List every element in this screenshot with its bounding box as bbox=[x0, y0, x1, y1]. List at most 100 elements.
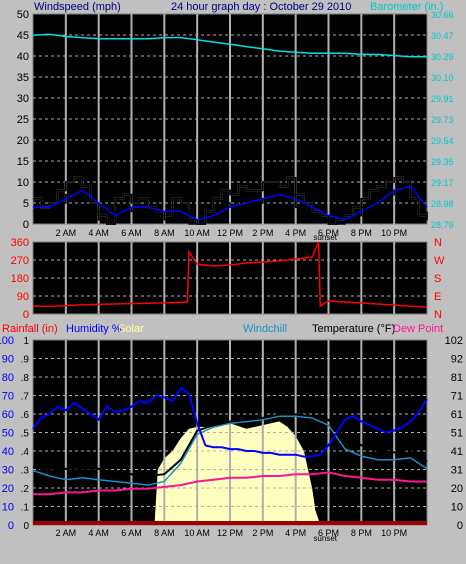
humidity-tick-label: 10 bbox=[2, 502, 14, 514]
time-tick-label-bottom: 12 PM bbox=[217, 528, 243, 538]
temperature-axis-title: Temperature (°F) bbox=[312, 323, 395, 335]
barometer-line bbox=[32, 33, 427, 58]
humidity-tick-label: 60 bbox=[2, 409, 14, 421]
time-tick-label: 8 PM bbox=[351, 228, 372, 238]
time-tick-label-bottom: 2 AM bbox=[56, 528, 77, 538]
humidity-tick-label: 0 bbox=[8, 520, 14, 532]
compass-tick-label: W bbox=[434, 255, 445, 267]
windspeed-tick-label: 5 bbox=[23, 198, 29, 210]
direction-tick-label: 180 bbox=[11, 273, 29, 285]
rainfall-tick-label: .2 bbox=[21, 484, 30, 495]
chart-title: 24 hour graph day : October 29 2010 bbox=[171, 1, 351, 13]
chart-layer: 0510152025303540455028.7928.9829.1729.35… bbox=[0, 9, 463, 543]
compass-tick-label: S bbox=[434, 273, 441, 285]
temperature-tick-label: 20 bbox=[451, 483, 463, 495]
wind-direction-line bbox=[32, 241, 428, 308]
time-tick-label: 12 PM bbox=[217, 228, 243, 238]
humidity-tick-label: 50 bbox=[2, 428, 14, 440]
barometer-tick-label: 29.54 bbox=[431, 136, 454, 146]
windspeed-tick-label: 20 bbox=[17, 135, 29, 147]
sunset-label: sunset bbox=[313, 233, 337, 242]
time-tick-label-bottom: 8 PM bbox=[351, 528, 372, 538]
humidity-tick-label: 30 bbox=[2, 465, 14, 477]
barometer-axis-title: Barometer (in.) bbox=[370, 1, 443, 13]
humidity-tick-label: 40 bbox=[2, 446, 14, 458]
time-tick-label: 4 AM bbox=[88, 228, 109, 238]
time-tick-label: 10 AM bbox=[184, 228, 210, 238]
temperature-tick-label: 81 bbox=[451, 372, 463, 384]
windspeed-tick-label: 0 bbox=[23, 219, 29, 231]
compass-tick-label: N bbox=[434, 237, 442, 249]
temperature-tick-label: 71 bbox=[451, 391, 463, 403]
sunset-label-bottom: sunset bbox=[313, 534, 337, 543]
time-tick-label-bottom: 8 AM bbox=[154, 528, 175, 538]
windspeed-tick-label: 50 bbox=[17, 9, 29, 21]
time-tick-label-bottom: 4 PM bbox=[285, 528, 306, 538]
temperature-tick-label: 92 bbox=[451, 354, 463, 366]
windspeed-tick-label: 10 bbox=[17, 177, 29, 189]
barometer-tick-label: 30.29 bbox=[431, 52, 454, 62]
humidity-tick-label: 100 bbox=[0, 335, 14, 347]
time-tick-label: 10 PM bbox=[381, 228, 407, 238]
temperature-tick-label: 102 bbox=[445, 335, 463, 347]
windspeed-axis-title: Windspeed (mph) bbox=[34, 1, 121, 13]
temperature-tick-label: 31 bbox=[451, 465, 463, 477]
barometer-tick-label: 29.35 bbox=[431, 157, 454, 167]
rainfall-axis-title: Rainfall (in) bbox=[2, 323, 58, 335]
barometer-tick-label: 30.47 bbox=[431, 31, 454, 41]
rainfall-tick-label: .9 bbox=[21, 355, 30, 366]
rainfall-tick-label: .1 bbox=[21, 503, 30, 514]
rainfall-tick-label: .8 bbox=[21, 373, 30, 384]
temperature-tick-label: 41 bbox=[451, 446, 463, 458]
solar-legend: Solar bbox=[118, 323, 144, 335]
windspeed-tick-label: 30 bbox=[17, 93, 29, 105]
temperature-tick-label: 51 bbox=[451, 428, 463, 440]
direction-tick-label: 360 bbox=[11, 237, 29, 249]
humidity-line bbox=[32, 386, 428, 458]
humidity-tick-label: 70 bbox=[2, 391, 14, 403]
temperature-tick-label: 0 bbox=[457, 520, 463, 532]
time-tick-label: 8 AM bbox=[154, 228, 175, 238]
rainfall-tick-label: 0 bbox=[23, 521, 29, 532]
temperature-tick-label: 61 bbox=[451, 409, 463, 421]
rainfall-tick-label: .7 bbox=[21, 392, 30, 403]
barometer-tick-label: 30.66 bbox=[431, 10, 454, 20]
direction-tick-label: 0 bbox=[23, 309, 29, 321]
windchill-legend: Windchill bbox=[243, 323, 287, 335]
windspeed-tick-label: 25 bbox=[17, 114, 29, 126]
rainfall-tick-label: .5 bbox=[21, 429, 30, 440]
time-tick-label-bottom: 10 AM bbox=[184, 528, 210, 538]
barometer-tick-label: 28.79 bbox=[431, 220, 454, 230]
temperature-tick-label: 10 bbox=[451, 502, 463, 514]
rainfall-tick-label: .6 bbox=[21, 410, 30, 421]
time-tick-label-bottom: 4 AM bbox=[88, 528, 109, 538]
time-tick-label: 6 PM bbox=[318, 228, 339, 238]
windspeed-tick-label: 15 bbox=[17, 156, 29, 168]
time-tick-label-bottom: 2 PM bbox=[252, 528, 273, 538]
barometer-tick-label: 30.10 bbox=[431, 73, 454, 83]
direction-tick-label: 90 bbox=[17, 291, 29, 303]
time-tick-label-bottom: 10 PM bbox=[381, 528, 407, 538]
time-tick-label: 2 PM bbox=[252, 228, 273, 238]
temperature-line bbox=[32, 413, 428, 478]
barometer-tick-label: 28.98 bbox=[431, 199, 454, 209]
average-wind-line bbox=[33, 185, 428, 221]
humidity-axis-title: Humidity % bbox=[66, 323, 122, 335]
time-tick-label: 4 PM bbox=[285, 228, 306, 238]
rainfall-tick-label: .4 bbox=[21, 447, 30, 458]
humidity-tick-label: 20 bbox=[2, 483, 14, 495]
barometer-tick-label: 29.17 bbox=[431, 178, 454, 188]
humidity-tick-label: 90 bbox=[2, 354, 14, 366]
rainfall-bar bbox=[33, 521, 427, 525]
dewpoint-legend: Dew Point bbox=[393, 323, 443, 335]
dewpoint-line bbox=[33, 471, 427, 496]
time-tick-label: 2 AM bbox=[56, 228, 77, 238]
humidity-tick-label: 80 bbox=[2, 372, 14, 384]
time-tick-label-bottom: 6 AM bbox=[121, 528, 142, 538]
rainfall-tick-label: 1 bbox=[23, 336, 29, 347]
windspeed-tick-label: 35 bbox=[17, 72, 29, 84]
windspeed-tick-label: 40 bbox=[17, 51, 29, 63]
compass-tick-label: E bbox=[434, 291, 441, 303]
